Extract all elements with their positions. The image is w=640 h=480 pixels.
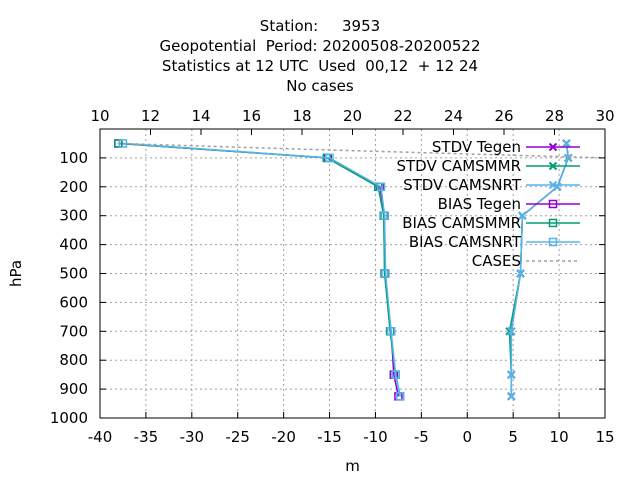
point-stdv-camsnrt bbox=[507, 327, 516, 336]
legend-label-bias-camsnrt: BIAS CAMSNRT bbox=[409, 233, 522, 251]
point-stdv-camsnrt bbox=[564, 153, 573, 163]
x-tick-label: -10 bbox=[363, 428, 388, 446]
legend-marker-stdv-camsnrt bbox=[548, 180, 558, 190]
point-bias-camsnrt bbox=[325, 153, 334, 163]
legend-marker-bias-camsmmr bbox=[548, 218, 558, 228]
y-tick-label: 200 bbox=[59, 178, 88, 196]
point-stdv-camsnrt bbox=[507, 370, 516, 379]
legend-label-bias-tegen: BIAS Tegen bbox=[438, 195, 521, 213]
series-cases bbox=[117, 142, 606, 159]
point-bias-camsnrt bbox=[376, 182, 386, 192]
x2-tick-label: 16 bbox=[242, 107, 261, 125]
legend-label-cases: CASES bbox=[472, 252, 521, 270]
legend-label-stdv-camsmmr: STDV CAMSMMR bbox=[396, 157, 521, 175]
point-bias-camsnrt bbox=[391, 370, 400, 379]
line-cases bbox=[117, 142, 606, 159]
legend-label-stdv-camsnrt: STDV CAMSNRT bbox=[403, 176, 522, 194]
x2-tick-label: 12 bbox=[141, 107, 160, 125]
x-axis-label: m bbox=[345, 457, 360, 475]
point-bias-camsnrt bbox=[380, 211, 389, 220]
title-line-cases: No cases bbox=[286, 77, 354, 95]
y-tick-label: 800 bbox=[59, 351, 88, 369]
x-tick-label: -5 bbox=[414, 428, 429, 446]
x-tick-label: -15 bbox=[317, 428, 342, 446]
point-stdv-camsnrt bbox=[507, 392, 516, 401]
x-tick-label: -30 bbox=[180, 428, 205, 446]
y-tick-label: 100 bbox=[59, 149, 88, 167]
x2-tick-label: 26 bbox=[494, 107, 513, 125]
x2-tick-label: 20 bbox=[343, 107, 362, 125]
legend-label-stdv-tegen: STDV Tegen bbox=[432, 138, 521, 156]
x2-tick-label: 14 bbox=[191, 107, 210, 125]
legend-marker-bias-tegen bbox=[548, 199, 558, 209]
series-bias-camsmmr bbox=[114, 139, 405, 401]
legend-marker-bias-camsnrt bbox=[548, 237, 558, 247]
legend-marker-stdv-tegen bbox=[548, 142, 558, 152]
axis-ticks: -40 -35 -30 -25 -20 -15 -10 -5 0 5 10 15 10 12 14 16 18 2… bbox=[50, 107, 615, 446]
title-line-period: Geopotential Period: 20200508-20200522 bbox=[159, 37, 481, 55]
y-tick-label: 500 bbox=[59, 265, 88, 283]
x2-tick-label: 22 bbox=[393, 107, 412, 125]
line-bias-tegen bbox=[118, 142, 400, 397]
series-bias-camsnrt bbox=[118, 139, 405, 401]
x2-tick-label: 18 bbox=[292, 107, 311, 125]
line-stdv-camsnrt bbox=[510, 143, 570, 397]
title-line-statistics: Statistics at 12 UTC Used 00,12 + 12 24 bbox=[161, 57, 479, 75]
x-tick-label: 10 bbox=[550, 428, 569, 446]
point-stdv-camsnrt bbox=[562, 139, 571, 148]
grid-lines bbox=[100, 129, 605, 418]
legend-marker-stdv-camsmmr bbox=[548, 161, 558, 171]
point-stdv-camsnrt bbox=[516, 269, 525, 278]
x-tick-label: -20 bbox=[271, 428, 296, 446]
x2-tick-label: 24 bbox=[444, 107, 463, 125]
y-tick-label: 300 bbox=[59, 207, 88, 225]
x2-tick-label: 28 bbox=[545, 107, 564, 125]
series-layer bbox=[114, 139, 606, 401]
point-bias-camsmmr bbox=[114, 139, 123, 148]
line-bias-camsnrt bbox=[122, 142, 401, 397]
series-stdv-camsnrt bbox=[507, 139, 573, 401]
point-bias-camsnrt bbox=[395, 392, 405, 401]
y-tick-label: 700 bbox=[59, 322, 88, 340]
y-tick-label: 900 bbox=[59, 380, 88, 398]
y-tick-label: 1000 bbox=[50, 409, 88, 427]
legend-label-bias-camsmmr: BIAS CAMSMMR bbox=[402, 214, 521, 232]
line-bias-camsmmr bbox=[118, 142, 401, 397]
point-bias-camsnrt bbox=[381, 269, 390, 278]
y-tick-label: 400 bbox=[59, 236, 88, 254]
title-line-station: Station: 3953 bbox=[259, 17, 381, 35]
x-tick-label: -40 bbox=[88, 428, 113, 446]
x2-tick-label: 30 bbox=[595, 107, 614, 125]
x-tick-label: 5 bbox=[508, 428, 518, 446]
y-axis-label: hPa bbox=[7, 260, 25, 287]
x-tick-label: 0 bbox=[462, 428, 472, 446]
point-stdv-camsnrt bbox=[518, 211, 527, 220]
x-tick-label: -35 bbox=[134, 428, 159, 446]
point-bias-camsnrt bbox=[386, 327, 396, 336]
y-tick-label: 600 bbox=[59, 293, 88, 311]
x-tick-label: -25 bbox=[225, 428, 250, 446]
series-bias-tegen bbox=[114, 139, 403, 401]
x-tick-label: 15 bbox=[595, 428, 614, 446]
x2-tick-label: 10 bbox=[90, 107, 109, 125]
